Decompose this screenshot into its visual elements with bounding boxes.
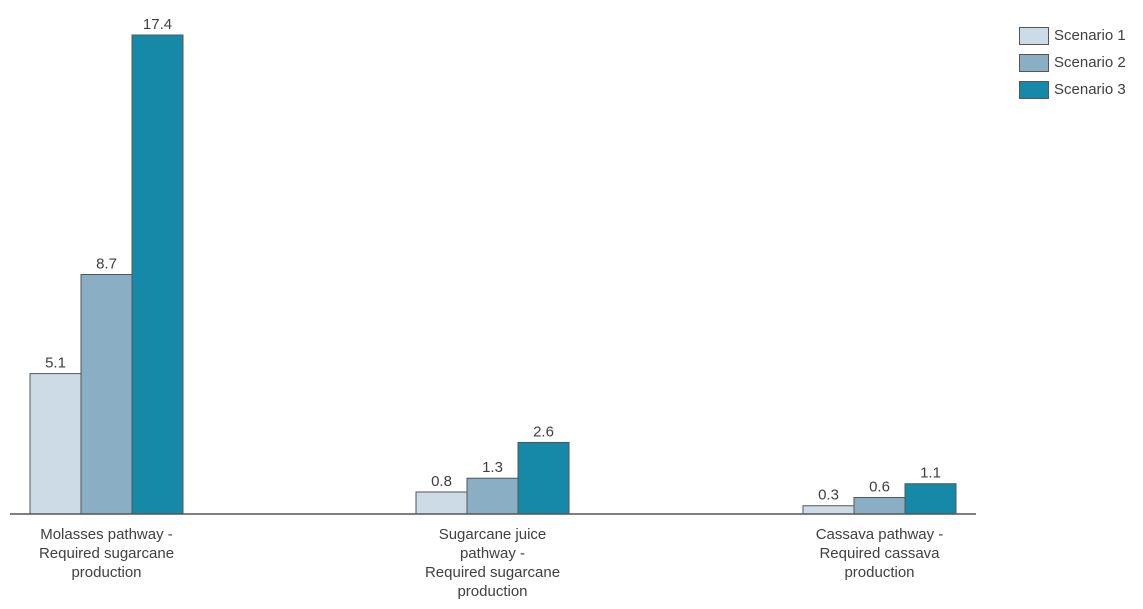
value-labels-group: 5.1 0.8 0.3 8.7 1.3 0.6 17.4 2.6 1.1 [45,16,941,504]
legend-item-scenario-1: Scenario 1 [1019,22,1126,49]
value-label-scenario-3-category-2: 2.6 [533,423,554,440]
category-labels-group: Molasses pathway - Required sugarcane prod… [39,526,943,600]
bar-scenario-1-category-1 [29,373,82,515]
bar-scenario-3-category-1 [131,34,184,515]
category-label-1-line-3: production [71,564,141,581]
bar-scenario-1-category-3 [802,505,855,515]
bar-scenario-1-category-2 [415,491,468,515]
legend-item-scenario-3: Scenario 3 [1019,76,1126,103]
legend-item-scenario-2: Scenario 2 [1019,49,1126,76]
value-label-scenario-3-category-1: 17.4 [143,16,172,33]
bar-scenario-3-category-3 [904,483,957,515]
legend-label-scenario-3: Scenario 3 [1054,81,1126,98]
legend: Scenario 1 Scenario 2 Scenario 3 [1019,22,1126,103]
bars-group [29,34,957,515]
category-label-2-line-3: Required sugarcane [425,564,560,581]
value-label-scenario-1-category-2: 0.8 [431,473,452,490]
category-label-3-line-2: Required cassava [819,545,940,562]
value-label-scenario-3-category-3: 1.1 [920,465,941,482]
value-label-scenario-2-category-1: 8.7 [96,256,117,273]
value-label-scenario-2-category-2: 1.3 [482,459,503,476]
value-label-scenario-2-category-3: 0.6 [869,478,890,495]
bar-scenario-2-category-3 [853,496,906,515]
category-label-2-line-1: Sugarcane juice [439,526,547,543]
value-label-scenario-1-category-3: 0.3 [818,487,839,504]
legend-swatch-scenario-1 [1019,26,1049,45]
category-label-3-line-3: production [844,564,914,581]
category-label-1-line-2: Required sugarcane [39,545,174,562]
category-label-2-line-2: pathway - [460,545,525,562]
legend-label-scenario-1: Scenario 1 [1054,27,1126,44]
bar-scenario-2-category-2 [466,477,519,515]
category-label-2-line-4: production [457,583,527,600]
bar-scenario-2-category-1 [80,274,133,515]
bar-scenario-3-category-2 [517,441,570,515]
legend-swatch-scenario-3 [1019,80,1049,99]
legend-swatch-scenario-2 [1019,53,1049,72]
legend-label-scenario-2: Scenario 2 [1054,54,1126,71]
category-label-3-line-1: Cassava pathway - [816,526,944,543]
value-label-scenario-1-category-1: 5.1 [45,355,66,372]
category-label-1-line-1: Molasses pathway - [40,526,173,543]
